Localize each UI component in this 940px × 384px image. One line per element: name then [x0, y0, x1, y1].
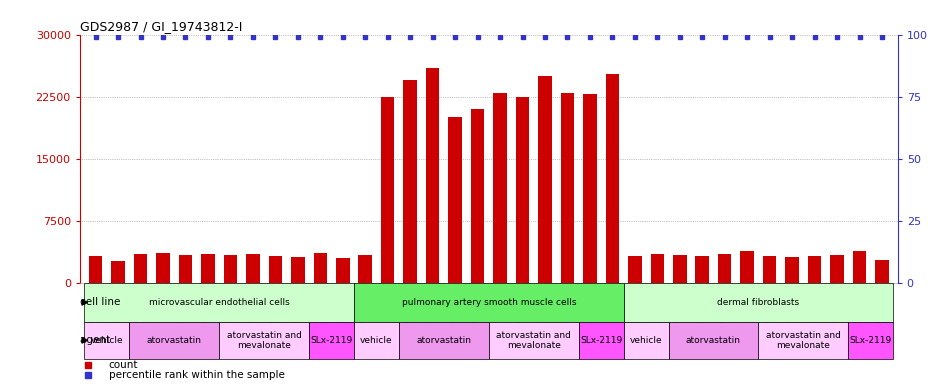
- Bar: [560, 93, 574, 283]
- Bar: [269, 257, 282, 283]
- Bar: [85, 322, 130, 359]
- Bar: [381, 97, 395, 283]
- Bar: [85, 283, 354, 322]
- Text: dermal fibroblasts: dermal fibroblasts: [717, 298, 799, 307]
- Bar: [763, 257, 776, 283]
- Bar: [623, 283, 893, 322]
- Bar: [358, 255, 372, 283]
- Text: microvascular endothelial cells: microvascular endothelial cells: [149, 298, 290, 307]
- Bar: [785, 257, 799, 283]
- Bar: [539, 76, 552, 283]
- Text: atorvastatin: atorvastatin: [416, 336, 471, 345]
- Text: percentile rank within the sample: percentile rank within the sample: [108, 371, 285, 381]
- Text: SLx-2119: SLx-2119: [850, 336, 892, 345]
- Bar: [668, 322, 759, 359]
- Text: vehicle: vehicle: [630, 336, 663, 345]
- Bar: [309, 322, 354, 359]
- Bar: [426, 68, 439, 283]
- Bar: [848, 322, 893, 359]
- Bar: [807, 256, 822, 283]
- Text: SLx-2119: SLx-2119: [310, 336, 352, 345]
- Bar: [471, 109, 484, 283]
- Text: count: count: [108, 360, 138, 370]
- Bar: [224, 255, 237, 283]
- Bar: [673, 255, 686, 283]
- Bar: [314, 253, 327, 283]
- Text: atorvastatin and
mevalonate: atorvastatin and mevalonate: [496, 331, 572, 350]
- Text: vehicle: vehicle: [90, 336, 123, 345]
- Bar: [179, 255, 193, 283]
- Text: pulmonary artery smooth muscle cells: pulmonary artery smooth muscle cells: [401, 298, 576, 307]
- Bar: [336, 258, 350, 283]
- Text: GDS2987 / GI_19743812-I: GDS2987 / GI_19743812-I: [80, 20, 243, 33]
- Bar: [489, 322, 579, 359]
- Bar: [130, 322, 219, 359]
- Bar: [201, 254, 214, 283]
- Bar: [354, 283, 623, 322]
- Bar: [246, 254, 259, 283]
- Bar: [219, 322, 309, 359]
- Text: atorvastatin: atorvastatin: [147, 336, 202, 345]
- Bar: [156, 253, 170, 283]
- Bar: [605, 74, 619, 283]
- Text: cell line: cell line: [80, 298, 127, 308]
- Bar: [853, 252, 867, 283]
- Bar: [354, 322, 399, 359]
- Bar: [133, 254, 148, 283]
- Text: SLx-2119: SLx-2119: [580, 336, 622, 345]
- Text: atorvastatin and
mevalonate: atorvastatin and mevalonate: [766, 331, 840, 350]
- Bar: [89, 257, 102, 283]
- Bar: [579, 322, 623, 359]
- Bar: [291, 257, 305, 283]
- Bar: [650, 254, 664, 283]
- Bar: [494, 93, 507, 283]
- Bar: [759, 322, 848, 359]
- Bar: [696, 256, 709, 283]
- Bar: [623, 322, 668, 359]
- Text: atorvastatin: atorvastatin: [686, 336, 741, 345]
- Text: vehicle: vehicle: [360, 336, 393, 345]
- Bar: [111, 261, 125, 283]
- Bar: [403, 80, 417, 283]
- Bar: [741, 252, 754, 283]
- Bar: [516, 97, 529, 283]
- Bar: [718, 254, 731, 283]
- Bar: [830, 255, 844, 283]
- Bar: [628, 257, 642, 283]
- Text: agent: agent: [80, 335, 117, 346]
- Bar: [583, 94, 597, 283]
- Bar: [875, 260, 888, 283]
- Bar: [399, 322, 489, 359]
- Bar: [448, 118, 462, 283]
- Text: atorvastatin and
mevalonate: atorvastatin and mevalonate: [227, 331, 302, 350]
